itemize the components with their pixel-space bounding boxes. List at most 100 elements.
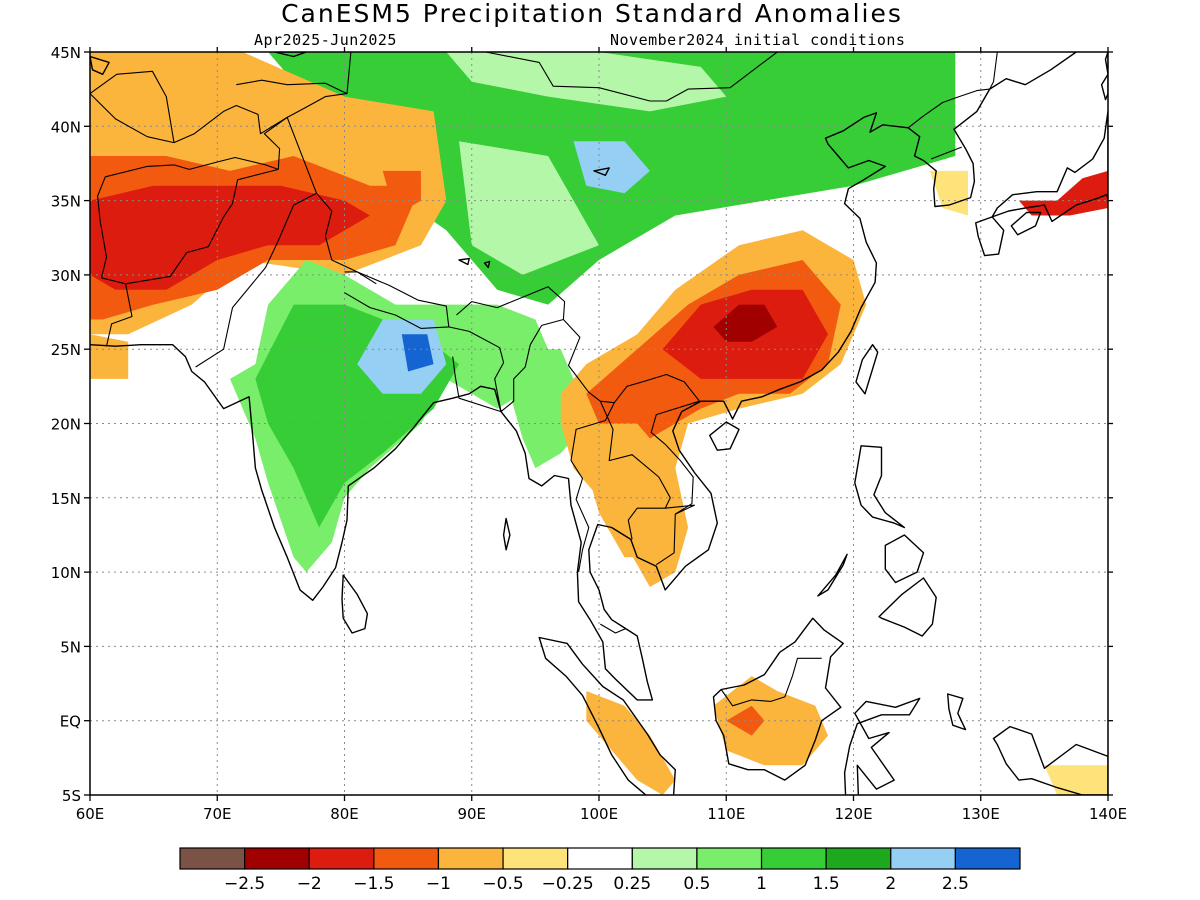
colorbar-swatch	[179, 847, 246, 870]
lon-tick-label: 120E	[834, 805, 872, 823]
border-myanmar-east	[562, 319, 615, 573]
coastline-palawan	[817, 553, 848, 597]
map-plot-area: 60E 70E 80E 90E 100E 110E 120E 130E 140E 5S EQ 5N 10…	[51, 44, 1127, 823]
coastline-lake-qinghai	[593, 167, 610, 176]
colorbar-label: 2.5	[942, 874, 969, 894]
lon-tick-label: 140E	[1089, 805, 1127, 823]
coastline-caspian	[90, 55, 110, 75]
colorbar-label: −0.5	[482, 874, 523, 894]
coastline-borneo	[712, 617, 844, 781]
lat-tick-label: 10N	[51, 564, 81, 582]
border-bangladesh	[448, 326, 505, 413]
lat-tick-label: 5N	[60, 638, 81, 656]
coastline-sumatra	[538, 636, 676, 795]
coastline-honshu	[991, 110, 1108, 223]
colorbar-swatch	[502, 847, 569, 870]
border-malay	[600, 623, 626, 634]
anomaly-region-newguinea-yellow	[1044, 765, 1108, 795]
border-cambodia	[665, 504, 695, 515]
coastline-taiwan	[855, 344, 879, 395]
lat-tick-label: 45N	[51, 44, 81, 62]
colorbar-swatch	[631, 847, 698, 870]
coastline-lakes-tibet-2	[483, 260, 491, 269]
coastline-sulawesi	[843, 697, 921, 795]
border-korea-dmz	[930, 146, 962, 160]
colorbar-label: −2.5	[224, 874, 265, 894]
coastline-srilanka	[341, 574, 369, 634]
colorbar-label: −1	[426, 874, 451, 894]
colorbar-swatch	[825, 847, 892, 870]
anomaly-region-tibet-west-light	[459, 141, 599, 275]
colorbar-swatch	[567, 847, 633, 870]
lon-tick-label: 60E	[76, 805, 105, 823]
map-title: CanESM5 Precipitation Standard Anomalies	[281, 0, 903, 28]
coastline-shikoku	[1010, 211, 1042, 236]
colorbar-label: −0.25	[542, 874, 594, 894]
anomaly-region-west-core	[90, 185, 370, 290]
anomaly-region-tianshan-orange	[382, 170, 421, 216]
anomaly-region-borneo-orange	[713, 676, 828, 766]
anomaly-region-india-blue	[401, 334, 434, 372]
colorbar-label: −1.5	[353, 874, 394, 894]
colorbar-swatch	[760, 847, 827, 870]
colorbar-label: 1	[756, 874, 767, 894]
coastline-lakes-tibet-1	[458, 257, 470, 266]
coastlines	[90, 52, 1108, 795]
lat-tick-label: 15N	[51, 490, 81, 508]
colorbar-swatch	[696, 847, 763, 870]
anomaly-region-tarim-lightblue	[573, 141, 650, 194]
border-russia-china	[802, 52, 998, 90]
lon-tick-label: 80E	[330, 805, 359, 823]
border-central-asia	[90, 52, 352, 144]
lat-tick-label: 5S	[62, 787, 81, 805]
anomaly-region-japan-red	[1018, 170, 1108, 216]
anomaly-region-sumatra-orange	[586, 691, 676, 795]
colorbar-label: 0.5	[683, 874, 710, 894]
initial-conditions: November2024 initial conditions	[610, 31, 905, 49]
border-nepal	[344, 271, 450, 329]
border-borneo-border	[720, 657, 822, 707]
colorbar-swatch	[244, 847, 310, 870]
coastline-halmahera	[947, 693, 967, 731]
border-bhutan-ne	[456, 286, 566, 320]
lon-tick-label: 90E	[457, 805, 486, 823]
coastline-lake-balkhash	[273, 52, 307, 58]
anomaly-region-indochina-orange	[586, 423, 676, 558]
lon-tick-label: 100E	[580, 805, 618, 823]
coastline-hokkaido	[1100, 52, 1108, 101]
coastline-newguinea	[992, 725, 1108, 795]
lat-tick-label: 35N	[51, 193, 81, 211]
country-borders	[90, 52, 998, 707]
lat-tick-label: 40N	[51, 118, 81, 136]
forecast-period: Apr2025-Jun2025	[254, 31, 397, 49]
border-afg-pak	[125, 168, 279, 285]
lat-tick-label: 25N	[51, 341, 81, 359]
colorbar-swatch	[437, 847, 504, 870]
coastline-asia-mainland	[90, 52, 1077, 701]
border-afg-north	[105, 156, 279, 178]
coastline-visayas	[884, 534, 925, 584]
colorbar-label: 2	[885, 874, 896, 894]
anomaly-region-myanmar-green	[497, 349, 587, 469]
lon-tick-label: 130E	[962, 805, 1000, 823]
border-iran-afg-pak	[97, 176, 133, 347]
colorbar-swatch	[954, 847, 1021, 870]
border-ind-myanmar	[500, 318, 564, 413]
border-china-mongolia	[350, 52, 803, 102]
colorbar-swatch	[308, 847, 375, 870]
anomaly-region-arabia-orange	[90, 334, 129, 379]
border-korea-border	[907, 88, 990, 129]
border-china-west	[263, 116, 377, 285]
anomaly-region-china-darkred	[713, 304, 778, 342]
lat-tick-label: 30N	[51, 267, 81, 285]
colorbar-label: 1.5	[813, 874, 840, 894]
coastline-mindanao	[878, 577, 937, 637]
anomaly-field	[90, 52, 1108, 795]
border-laos-thai	[599, 400, 671, 540]
border-pak-ind	[195, 192, 317, 368]
colorbar-swatch	[890, 847, 956, 870]
coastline-andaman	[502, 517, 511, 551]
axis-ticks: 60E 70E 80E 90E 100E 110E 120E 130E 140E 5S EQ 5N 10…	[51, 44, 1127, 823]
colorbar-label: −2	[297, 874, 322, 894]
colorbar: −2.5 −2 −1.5 −1 −0.5 −0.25 0.25 0.5 1 1.5 2 2.5	[179, 847, 1021, 894]
